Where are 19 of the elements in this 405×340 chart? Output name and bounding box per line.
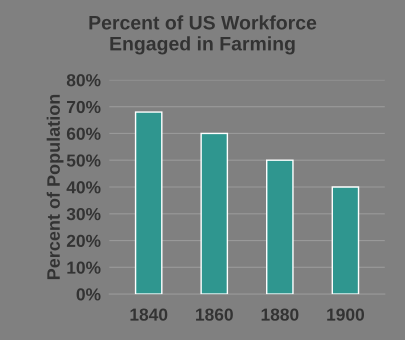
y-axis-title: Percent of Population [46, 94, 64, 280]
y-tick-label: 0% [76, 288, 101, 301]
y-tick-label: 80% [66, 74, 101, 86]
x-tick-label: 1880 [262, 308, 298, 321]
y-tick-label: 10% [67, 261, 101, 274]
x-tick-label: 1900 [327, 308, 364, 321]
chart-title: Percent of US Workforce Engaged in Farming [89, 15, 316, 54]
x-tick-label: 1860 [196, 308, 233, 321]
y-tick-label: 40% [66, 181, 101, 194]
bar [266, 160, 294, 294]
bar [200, 132, 228, 294]
y-tick-label: 60% [66, 128, 101, 140]
y-tick-label: 20% [66, 234, 101, 248]
y-tick-label: 50% [66, 154, 101, 167]
x-tick-label: 1840 [130, 308, 168, 321]
bar [134, 111, 162, 294]
y-tick-label: 30% [66, 208, 101, 220]
bar [332, 186, 360, 294]
y-tick-label: 70% [67, 100, 101, 114]
